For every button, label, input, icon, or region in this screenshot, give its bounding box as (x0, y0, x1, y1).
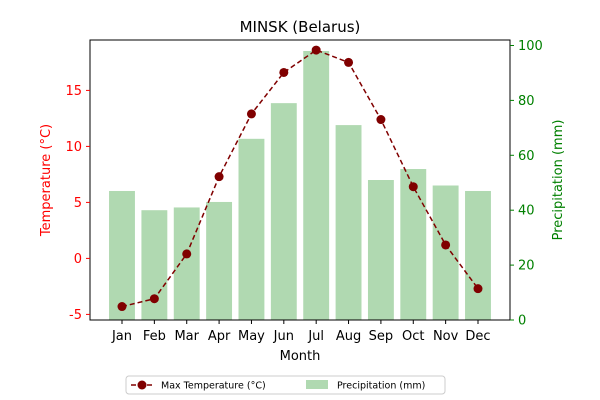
legend-label-temperature: Max Temperature (°C) (161, 381, 266, 392)
precipitation-bar (238, 138, 265, 320)
y-axis-left-label: Temperature (°C) (39, 124, 54, 237)
y-left-tick-label: -5 (69, 308, 82, 323)
x-tick-label: Jan (111, 329, 132, 344)
temperature-line (117, 45, 483, 312)
temperature-point (311, 45, 321, 55)
x-tick-label: Aug (336, 329, 361, 344)
temperature-point (441, 240, 451, 250)
temperature-point (182, 249, 192, 259)
x-axis-label: Month (280, 349, 321, 364)
precipitation-bar (270, 103, 297, 320)
y-right-tick-label: 0 (518, 314, 526, 329)
y-left-tick-label: 10 (65, 140, 82, 155)
chart-title: MINSK (Belarus) (240, 18, 361, 36)
precipitation-bar (173, 207, 200, 320)
legend-label-precipitation: Precipitation (mm) (337, 381, 425, 392)
x-tick-label: Jun (273, 329, 294, 344)
x-tick-label: Mar (174, 329, 199, 344)
y-right-tick-label: 100 (518, 39, 543, 54)
x-tick-label: Nov (433, 329, 459, 344)
temperature-point (214, 172, 224, 182)
precipitation-bar (303, 50, 330, 320)
x-tick-label: Feb (143, 329, 166, 344)
precipitation-bar (206, 201, 233, 320)
precipitation-bar (400, 169, 427, 320)
y-left-tick-label: 15 (65, 84, 82, 99)
y-left-tick-label: 0 (74, 252, 82, 267)
precipitation-bar (367, 180, 394, 320)
precipitation-bar (335, 125, 362, 320)
temperature-point (344, 57, 354, 67)
legend-bar-swatch (306, 380, 328, 389)
y-right-tick-label: 20 (518, 259, 535, 274)
temperature-point (149, 294, 159, 304)
plot-frame (89, 39, 511, 321)
precipitation-bar (465, 190, 491, 320)
y-axis-right-label: Precipitation (mm) (551, 120, 566, 241)
precipitation-bars (109, 50, 491, 320)
temperature-point (376, 115, 386, 125)
precipitation-bar (432, 185, 459, 320)
legend-frame (125, 375, 446, 395)
precipitation-bar (141, 210, 168, 320)
y-left-tick-label: 5 (74, 196, 82, 211)
y-right-tick-label: 40 (518, 204, 535, 219)
y-right-tick-label: 60 (518, 149, 535, 164)
legend: Max Temperature (°C) Precipitation (mm) (125, 375, 446, 395)
x-tick-label: Apr (208, 329, 231, 344)
temperature-series-line (121, 49, 479, 308)
x-tick-label: May (238, 329, 265, 344)
y-right-tick-label: 80 (518, 94, 535, 109)
temperature-point (408, 182, 418, 192)
temperature-point (473, 284, 483, 294)
x-tick-label: Jul (307, 329, 324, 344)
temperature-point (246, 109, 256, 119)
x-tick-label: Sep (369, 329, 394, 344)
precipitation-bar (109, 190, 135, 320)
x-tick-label: Oct (402, 329, 424, 344)
legend-marker-swatch (137, 380, 147, 390)
x-tick-label: Dec (465, 329, 490, 344)
temperature-point (279, 67, 289, 77)
temperature-point (117, 302, 127, 312)
axes: Jan Feb Mar Apr May Jun Jul Aug Sep Oct Nov Dec -5 0 5… (65, 39, 542, 344)
